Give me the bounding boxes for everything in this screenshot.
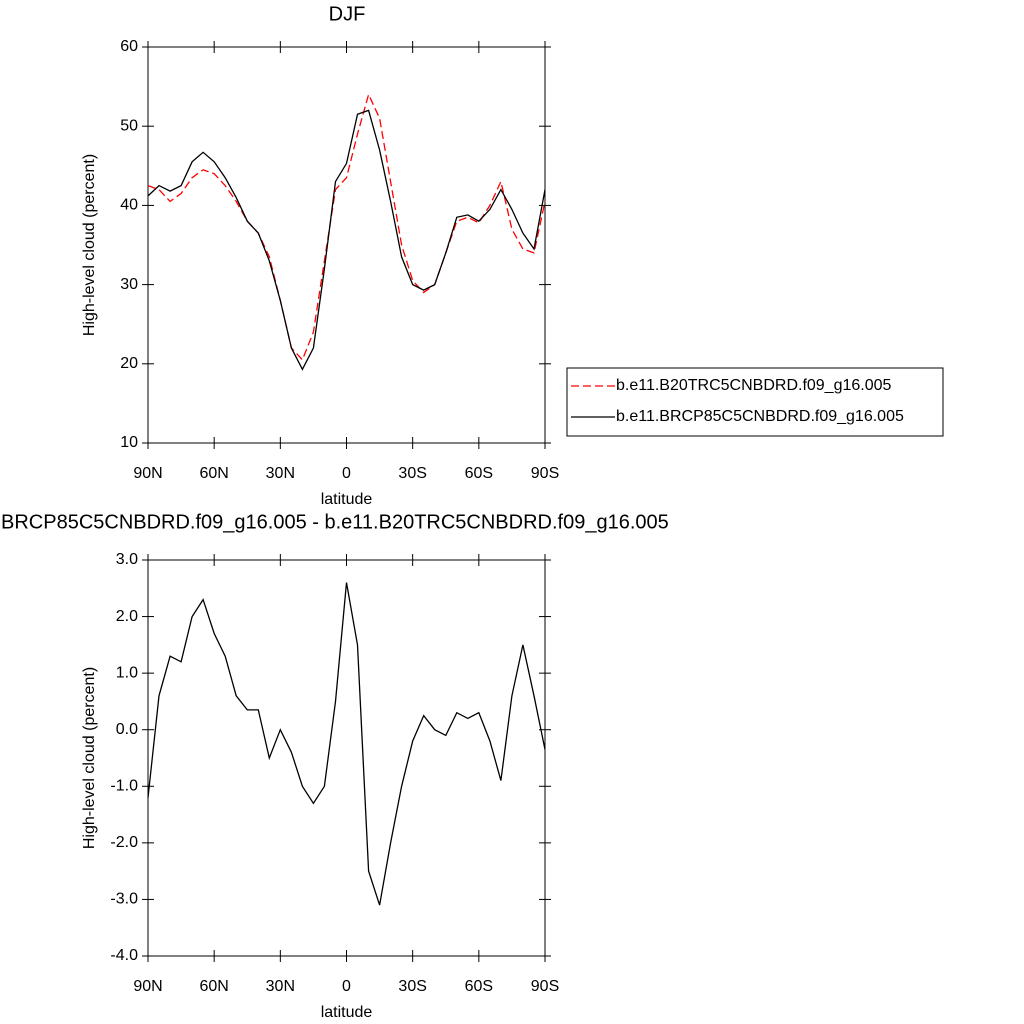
data-line xyxy=(147,109,546,371)
legend-box xyxy=(566,367,944,437)
y-axis-label: High-level cloud (percent) xyxy=(81,154,98,336)
y-tick-label: -2.0 xyxy=(110,834,138,851)
plot-frame xyxy=(147,559,546,957)
legend-label: b.e11.B20TRC5CNBDRD.f09_g16.005 xyxy=(616,377,892,394)
x-tick-label: 90N xyxy=(133,465,162,482)
x-tick-label: 30N xyxy=(266,978,295,995)
y-tick-label: 40 xyxy=(120,197,138,214)
x-tick-label: 30S xyxy=(398,978,426,995)
y-tick-label: 30 xyxy=(120,276,138,293)
x-tick-label: 60S xyxy=(465,978,493,995)
x-tick-label: 60N xyxy=(199,465,228,482)
y-tick-label: 0.0 xyxy=(116,721,138,738)
x-axis-label: latitude xyxy=(321,491,373,508)
y-tick-label: -3.0 xyxy=(110,891,138,908)
x-axis-label: latitude xyxy=(321,1004,373,1021)
y-tick-label: 50 xyxy=(120,117,138,134)
data-line xyxy=(147,92,546,361)
y-tick-label: 10 xyxy=(120,434,138,451)
y-axis-label: High-level cloud (percent) xyxy=(81,667,98,849)
y-tick-label: 60 xyxy=(120,38,138,55)
x-tick-label: 0 xyxy=(342,978,351,995)
y-tick-label: 20 xyxy=(120,355,138,372)
x-tick-label: 30N xyxy=(266,465,295,482)
y-tick-label: 3.0 xyxy=(116,551,138,568)
chart-title: DJF xyxy=(329,3,366,25)
x-tick-label: 0 xyxy=(342,465,351,482)
y-tick-label: 2.0 xyxy=(116,608,138,625)
chart-title: BRCP85C5CNBDRD.f09_g16.005 - b.e11.B20TR… xyxy=(1,511,669,533)
data-line xyxy=(147,582,546,906)
y-tick-label: -1.0 xyxy=(110,778,138,795)
x-tick-label: 60S xyxy=(465,465,493,482)
x-tick-label: 90S xyxy=(531,465,559,482)
x-tick-label: 90N xyxy=(133,978,162,995)
plot-frame xyxy=(147,46,546,444)
x-tick-label: 90S xyxy=(531,978,559,995)
x-tick-label: 60N xyxy=(199,978,228,995)
y-tick-label: 1.0 xyxy=(116,664,138,681)
legend-label: b.e11.BRCP85C5CNBDRD.f09_g16.005 xyxy=(616,408,904,425)
x-tick-label: 30S xyxy=(398,465,426,482)
y-tick-label: -4.0 xyxy=(110,947,138,964)
